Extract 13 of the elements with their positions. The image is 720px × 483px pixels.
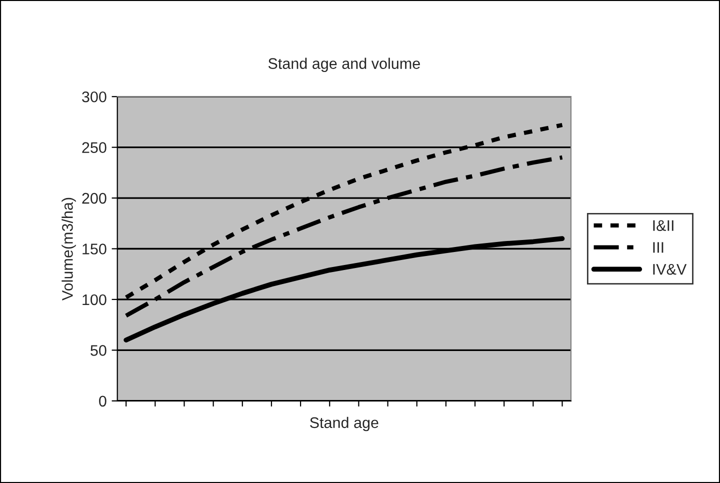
y-tick-label: 0 (99, 396, 106, 407)
y-tick-label: 300 (82, 91, 106, 102)
y-tick-label: 150 (82, 244, 106, 254)
y-axis-title: Volume(m3/ha) (62, 198, 76, 300)
y-tick-label: 50 (90, 345, 106, 356)
legend-label: IV&V (653, 264, 687, 275)
y-tick-label: 100 (82, 294, 106, 306)
legend-label: I&II (653, 220, 674, 231)
y-tick-label: 250 (82, 142, 106, 153)
legend-label: III (653, 242, 664, 253)
chart-title: Stand age and volume (268, 58, 420, 72)
x-axis-title: Stand age (310, 416, 378, 432)
y-tick-label: 200 (82, 192, 106, 204)
